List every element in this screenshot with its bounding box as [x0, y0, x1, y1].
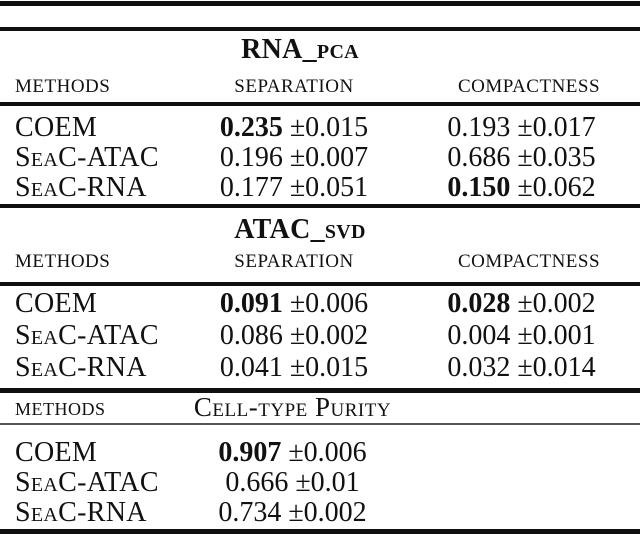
table-row: COEM 0.235 ±0.015 0.193 ±0.017	[0, 112, 640, 144]
block1-bottom-rule	[0, 204, 640, 208]
method-name: SeaC-ATAC	[15, 142, 159, 173]
table-row: SeaC-RNA 0.041 ±0.015 0.032 ±0.014	[0, 352, 640, 384]
table-row: SeaC-ATAC 0.196 ±0.007 0.686 ±0.035	[0, 142, 640, 174]
table-row: COEM 0.091 ±0.006 0.028 ±0.002	[0, 288, 640, 320]
error-value: ±0.001	[517, 320, 596, 351]
block2-methods-header: methods	[15, 243, 111, 273]
compactness-value: 0.004 ±0.001	[403, 320, 640, 352]
compactness-value: 0.032 ±0.014	[403, 352, 640, 384]
purity-value: 0.734 ±0.002	[185, 497, 400, 529]
block1-methods-header: methods	[15, 68, 111, 98]
error-value: ±0.017	[517, 112, 596, 143]
block3-data: COEM 0.907 ±0.006 SeaC-ATAC 0.666 ±0.01 Se…	[0, 437, 640, 529]
block1-compactness-header: compactness	[457, 68, 601, 98]
block1-separation-header: separation	[234, 68, 354, 98]
block2-separation-header: separation	[234, 243, 354, 273]
mean-value: 0.150	[447, 172, 511, 203]
error-value: ±0.006	[289, 288, 369, 319]
block1-data: COEM 0.235 ±0.015 0.193 ±0.017 SeaC-ATAC 0…	[0, 112, 640, 204]
error-value: ±0.006	[288, 437, 367, 468]
error-value: ±0.035	[517, 142, 596, 173]
mean-value: 0.196	[219, 142, 283, 173]
error-value: ±0.002	[517, 288, 596, 319]
separation-value: 0.091 ±0.006	[185, 288, 403, 320]
mean-value: 0.004	[447, 320, 511, 351]
mean-value: 0.032	[447, 352, 511, 383]
mean-value: 0.177	[219, 172, 283, 203]
top-rule-inner	[0, 27, 640, 31]
block3-header-rule	[0, 423, 640, 425]
separation-value: 0.177 ±0.051	[185, 172, 403, 204]
separation-value: 0.086 ±0.002	[185, 320, 403, 352]
mean-value: 0.666	[225, 467, 289, 498]
block3-header-row: methods Cell-type Purity	[0, 392, 640, 422]
compactness-value: 0.028 ±0.002	[403, 288, 640, 320]
method-name: COEM	[15, 112, 98, 143]
block2-header-row: methods separation compactness	[0, 243, 640, 273]
block3-methods-header: methods	[15, 393, 106, 421]
block1-title: RNA_pca	[241, 34, 359, 65]
separation-value: 0.041 ±0.015	[185, 352, 403, 384]
block1-header-rule	[0, 102, 640, 106]
block2-header-rule	[0, 282, 640, 286]
error-value: ±0.01	[295, 467, 360, 498]
error-value: ±0.014	[517, 352, 596, 383]
error-value: ±0.015	[289, 112, 369, 143]
error-value: ±0.051	[289, 172, 369, 203]
method-name: SeaC-ATAC	[15, 467, 159, 498]
method-name: SeaC-RNA	[15, 352, 147, 383]
separation-value: 0.235 ±0.015	[185, 112, 403, 144]
mean-value: 0.235	[219, 112, 283, 143]
compactness-value: 0.686 ±0.035	[403, 142, 640, 174]
top-rule-outer	[0, 1, 640, 6]
mean-value: 0.686	[447, 142, 511, 173]
purity-value: 0.666 ±0.01	[185, 467, 400, 499]
block2-data: COEM 0.091 ±0.006 0.028 ±0.002 SeaC-ATAC 0…	[0, 288, 640, 384]
mean-value: 0.091	[219, 288, 283, 319]
error-value: ±0.007	[289, 142, 369, 173]
mean-value: 0.734	[218, 497, 282, 528]
error-value: ±0.062	[517, 172, 596, 203]
purity-value: 0.907 ±0.006	[185, 437, 400, 469]
table-row: SeaC-RNA 0.177 ±0.051 0.150 ±0.062	[0, 172, 640, 204]
error-value: ±0.002	[288, 497, 367, 528]
method-name: SeaC-RNA	[15, 497, 147, 528]
block2-bottom-rule	[0, 388, 640, 393]
table-row: SeaC-ATAC 0.666 ±0.01	[0, 467, 640, 499]
block2-title: ATAC_svd	[234, 214, 366, 245]
table-row: COEM 0.907 ±0.006	[0, 437, 640, 469]
bottom-rule	[0, 529, 640, 534]
block1-header-row: methods separation compactness	[0, 68, 640, 98]
method-name: SeaC-RNA	[15, 172, 147, 203]
error-value: ±0.002	[289, 320, 369, 351]
method-name: COEM	[15, 437, 98, 468]
compactness-value: 0.193 ±0.017	[403, 112, 640, 144]
error-value: ±0.015	[289, 352, 369, 383]
mean-value: 0.907	[218, 437, 282, 468]
method-name: COEM	[15, 288, 98, 319]
table-row: SeaC-ATAC 0.086 ±0.002 0.004 ±0.001	[0, 320, 640, 352]
table-row: SeaC-RNA 0.734 ±0.002	[0, 497, 640, 529]
block2-compactness-header: compactness	[457, 243, 601, 273]
method-name: SeaC-ATAC	[15, 320, 159, 351]
mean-value: 0.041	[219, 352, 283, 383]
mean-value: 0.086	[219, 320, 283, 351]
separation-value: 0.196 ±0.007	[185, 142, 403, 174]
block3-purity-header: Cell-type Purity	[193, 392, 392, 422]
mean-value: 0.193	[447, 112, 511, 143]
mean-value: 0.028	[447, 288, 511, 319]
compactness-value: 0.150 ±0.062	[403, 172, 640, 204]
